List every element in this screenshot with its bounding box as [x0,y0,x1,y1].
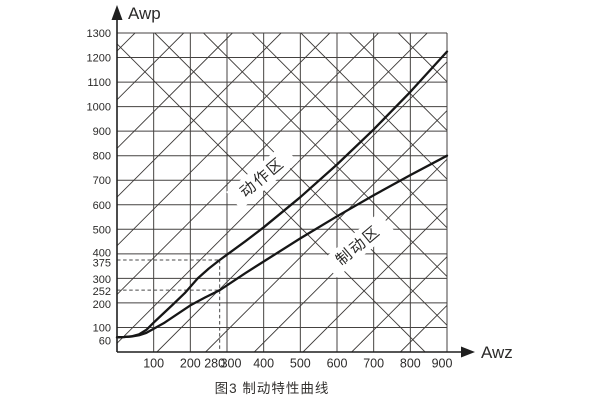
hatch-line-rising [117,33,136,52]
y-tick-label: 500 [93,224,111,236]
y-tick-label: 600 [93,200,111,212]
x-axis-label: Awz [481,343,513,362]
y-tick-label: 300 [93,274,111,286]
hatch-lines [117,33,600,352]
hatch-line-rising [117,33,233,150]
dashed-guides [117,259,221,352]
figure-caption: 图3 制动特性曲线 [214,381,330,396]
hatch-line-rising [351,256,447,352]
x-tick-label: 400 [253,357,274,371]
x-tick-label: 280 [204,357,225,371]
curves [115,50,449,339]
hatch-line-rising [117,33,185,101]
hatch-line-falling [154,33,447,326]
x-tick-label: 500 [290,357,311,371]
hatch-line-falling [300,33,447,180]
y-tick-label: 1300 [87,28,111,40]
axis-arrows [111,5,475,358]
hatch-line-rising [205,109,447,352]
hatch-line-rising [449,33,600,352]
region-action-zone: 动作区 [226,144,298,210]
hatch-line-falling [446,33,447,34]
region-label-background [226,144,298,210]
region-braking-zone: 制动区 [322,212,394,278]
y-tick-label: 900 [93,126,111,138]
tick-labels: 6010020025230037540050060070080090010001… [87,28,453,371]
upper-curve [115,50,449,339]
y-tick-label: 200 [93,299,111,311]
hatch-line-rising [117,33,428,344]
hatch-line-rising [117,33,379,296]
hatch-line-falling [117,43,426,352]
hatch-line-falling [349,33,447,132]
hatch-line-rising [156,61,447,352]
y-tick-label: 252 [93,286,111,298]
y-axis-label: Awp [128,4,161,23]
x-tick-label: 700 [363,357,384,371]
axes [116,16,466,353]
x-tick-label: 900 [432,357,453,371]
x-tick-label: 300 [221,357,242,371]
y-tick-label: 60 [99,335,111,347]
hatch-line-rising [117,33,331,247]
hatch-line-rising [400,304,447,352]
y-tick-label: 100 [93,322,111,334]
y-tick-label: 400 [93,248,111,260]
hatch-line-rising [302,207,447,352]
x-tick-label: 200 [180,357,201,371]
x-tick-label: 100 [143,357,164,371]
x-axis-arrow-icon [461,346,475,358]
y-tick-label: 1200 [87,53,111,65]
lower-curve [115,154,449,339]
y-tick-label: 800 [93,151,111,163]
y-tick-label: 375 [93,257,111,269]
hatch-line-falling [251,33,447,229]
y-tick-label: 1000 [87,102,111,114]
x-tick-label: 600 [327,357,348,371]
x-tick-label: 800 [400,357,421,371]
y-tick-label: 700 [93,175,111,187]
hatch-line-falling [203,33,447,278]
y-axis-arrow-icon [111,5,123,20]
hatch-line-rising [253,158,447,352]
region-label-background [322,212,394,278]
hatch-line-rising [117,33,282,198]
y-tick-label: 1100 [87,77,111,89]
